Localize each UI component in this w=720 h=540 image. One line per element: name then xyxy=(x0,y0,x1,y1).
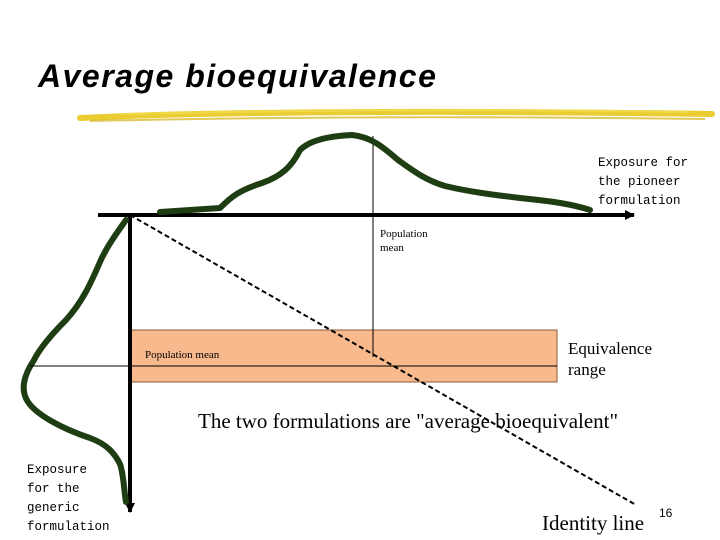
generic-distribution-curve xyxy=(20,217,129,505)
x-axis-label: Exposure for the pioneer formulation xyxy=(598,156,689,208)
y-axis-label: Exposure for the generic formulation xyxy=(27,463,110,534)
title-underline xyxy=(77,108,715,122)
pioneer-distribution-curve xyxy=(157,132,593,215)
identity-line-label: Identity line xyxy=(542,511,645,535)
population-mean-left-label: Population mean xyxy=(145,349,220,361)
population-mean-top-label: Population mean xyxy=(380,228,428,254)
equivalence-range-label: Equivalence range xyxy=(568,339,653,379)
statement-text: The two formulations are "average bioequ… xyxy=(198,409,619,433)
page-title: Average bioequivalence xyxy=(38,58,438,94)
equivalence-range-band xyxy=(129,329,558,383)
page-number: 16 xyxy=(659,506,673,520)
identity-line xyxy=(129,214,637,506)
